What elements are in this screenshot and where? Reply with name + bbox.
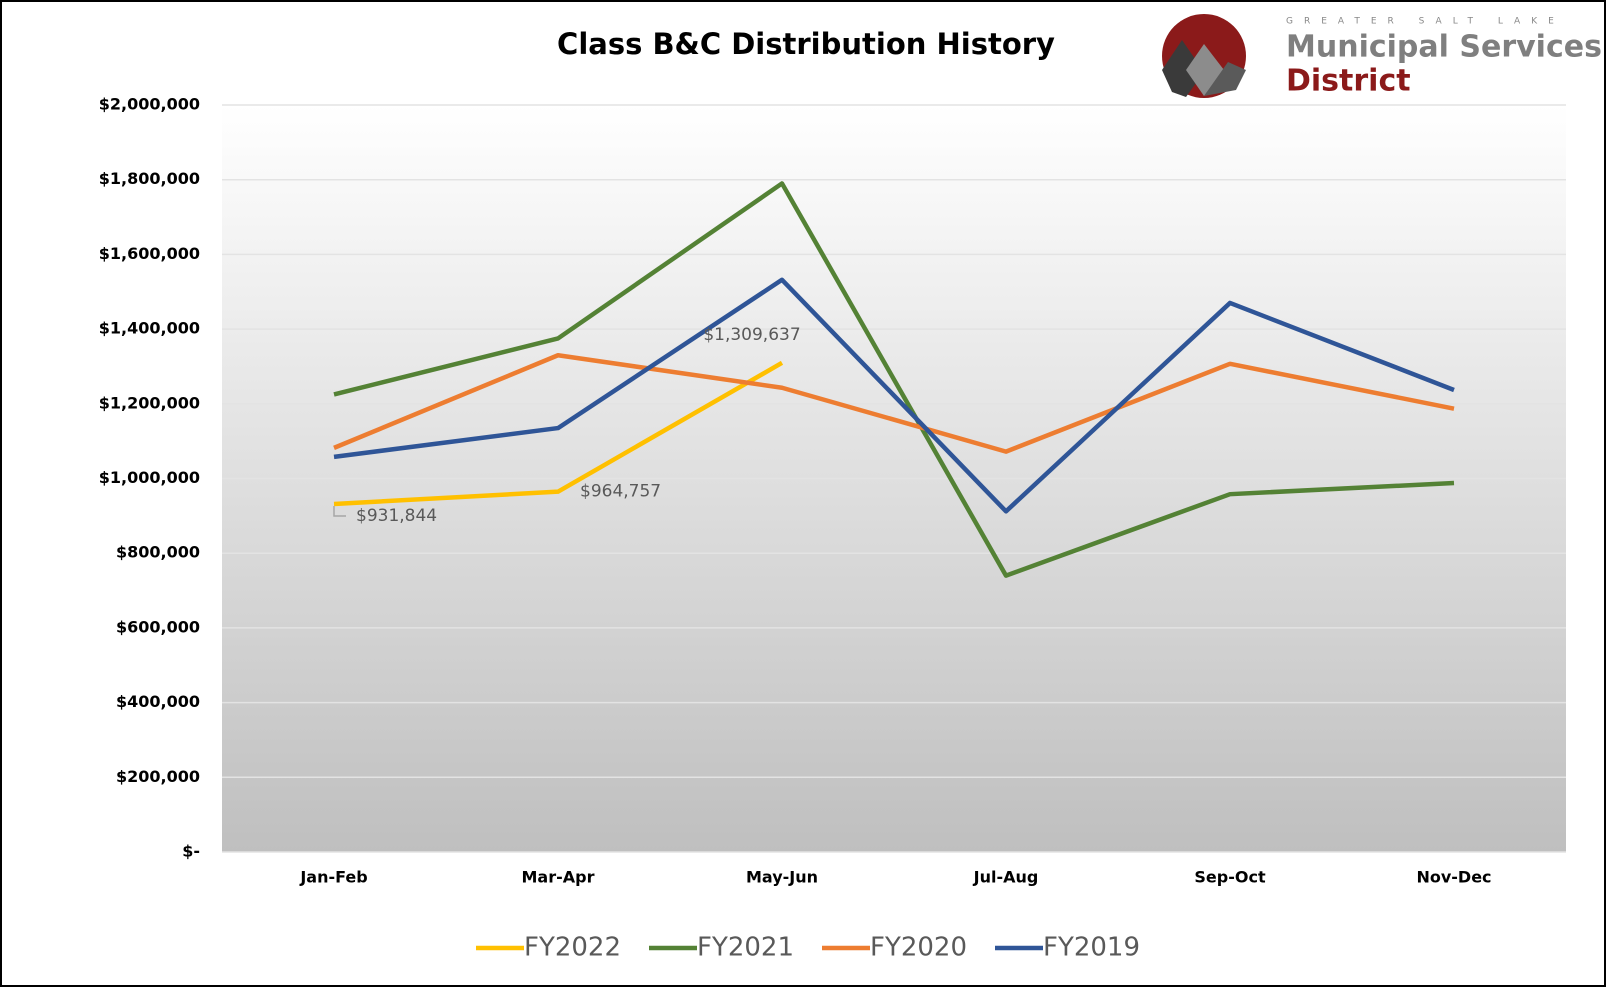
y-tick-label: $2,000,000 [99,95,200,114]
x-tick-label: Nov-Dec [1416,868,1491,887]
leader-line [333,505,346,517]
series-line [333,181,1455,578]
y-tick-label: $400,000 [116,692,200,711]
y-tick-label: $1,800,000 [99,169,200,188]
logo-icon [1162,14,1246,98]
y-tick-label: $1,400,000 [99,319,200,338]
legend-label: FY2021 [697,933,794,963]
logo-line1: Municipal Services [1286,30,1602,65]
series-line [333,360,784,507]
chart-title: Class B&C Distribution History [557,27,1055,61]
x-tick-label: Mar-Apr [522,868,595,887]
legend-label: FY2020 [870,933,967,963]
logo-top: GREATER SALT LAKE [1286,17,1565,27]
y-tick-label: $1,000,000 [99,468,200,487]
y-tick-label: $- [182,842,200,861]
y-tick-label: $600,000 [116,617,200,636]
y-tick-label: $1,600,000 [99,244,200,263]
y-tick-label: $200,000 [116,767,200,786]
series-line [333,352,1455,454]
x-tick-label: May-Jun [746,868,818,887]
x-tick-label: Jan-Feb [299,868,367,887]
logo-line2: District [1286,64,1411,99]
x-tick-label: Jul-Aug [973,868,1039,887]
series-line [333,277,1455,514]
data-label: $1,309,637 [703,325,800,345]
data-label: $931,844 [356,506,437,526]
data-label: $964,757 [580,482,661,502]
x-tick-label: Sep-Oct [1194,868,1266,887]
y-tick-label: $1,200,000 [99,393,200,412]
legend-label: FY2022 [524,933,621,963]
y-tick-label: $800,000 [116,543,200,562]
legend-label: FY2019 [1043,933,1140,963]
